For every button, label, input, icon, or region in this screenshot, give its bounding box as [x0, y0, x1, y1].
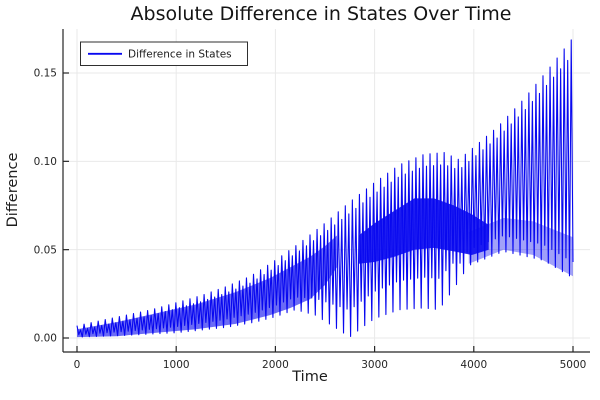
dense-band — [77, 235, 337, 338]
axes-spines — [62, 29, 590, 353]
x-tick-label: 4000 — [460, 359, 487, 371]
y-tick-label: 0.10 — [34, 156, 57, 168]
x-tick-label: 2000 — [262, 359, 289, 371]
y-tick-label: 0.15 — [34, 68, 57, 80]
series-line — [76, 39, 574, 338]
difference-series-path — [76, 39, 574, 338]
legend-box — [80, 41, 248, 66]
y-axis-label: Difference — [5, 153, 21, 228]
gridlines — [63, 29, 590, 352]
tick-labels: 0 1000 2000 3000 4000 5000 0.00 0.05 0.10 0.15 — [34, 68, 587, 371]
x-tick-label: 1000 — [163, 359, 190, 371]
x-tick-label: 5000 — [560, 359, 587, 371]
y-tick-label: 0.00 — [34, 333, 57, 345]
legend: Difference in States — [80, 41, 248, 66]
legend-label: Difference in States — [128, 49, 232, 61]
x-tick-label: 3000 — [361, 359, 388, 371]
chart-title: Absolute Difference in States Over Time — [131, 3, 512, 25]
x-axis-label: Time — [291, 369, 328, 385]
x-tick-label: 0 — [74, 359, 81, 371]
y-tick-label: 0.05 — [34, 244, 57, 256]
